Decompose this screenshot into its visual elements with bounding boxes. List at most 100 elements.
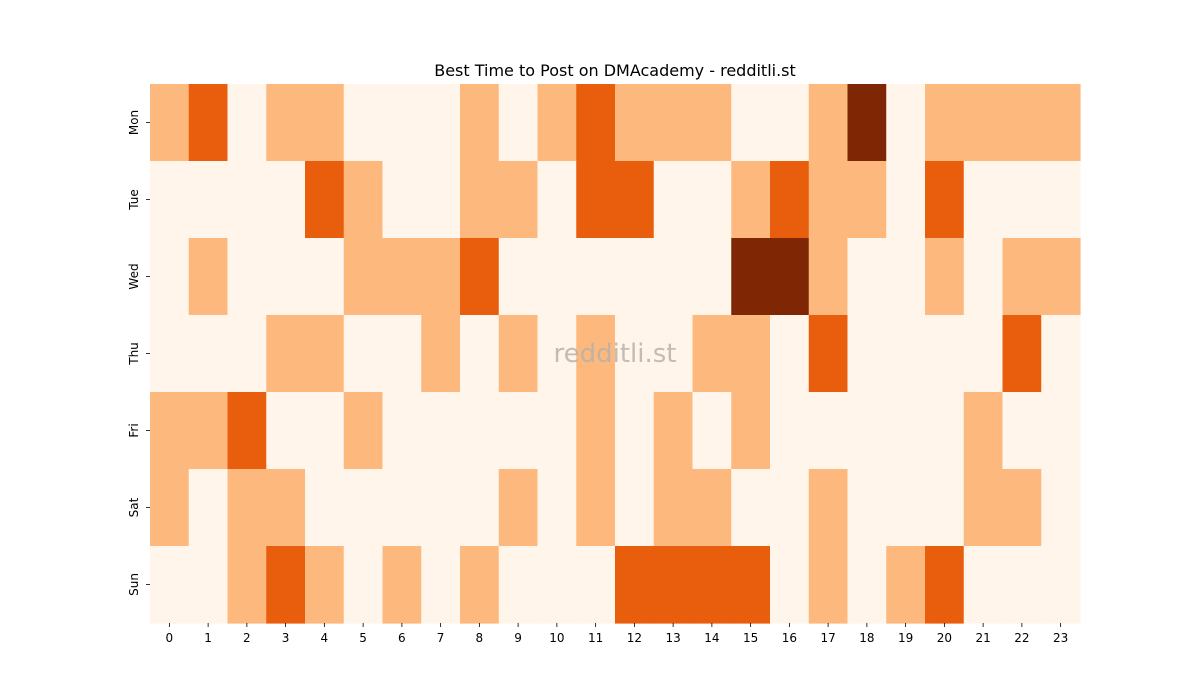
- heatmap-cell-Mon-8: [460, 84, 500, 162]
- heatmap-cell-Wed-22: [1002, 238, 1042, 316]
- heatmap-cell-Sun-6: [382, 546, 422, 624]
- y-axis-ticks: Mon Tue Wed Thu Fri Sat Sun: [127, 110, 150, 596]
- x-tick-label: 1: [204, 631, 212, 645]
- heatmap-cell-Fri-20: [925, 392, 965, 470]
- heatmap-cell-Thu-20: [925, 315, 965, 393]
- heatmap-cell-Sat-4: [305, 469, 345, 547]
- x-tick-label: 11: [588, 631, 603, 645]
- x-tick-label: 21: [975, 631, 990, 645]
- y-tick-label: Wed: [127, 263, 141, 289]
- heatmap-cell-Wed-9: [498, 238, 539, 316]
- heatmap-cell-Tue-4: [305, 161, 345, 239]
- heatmap-cell-Sun-12: [615, 546, 655, 624]
- heatmap-cell-Mon-2: [227, 84, 267, 162]
- heatmap-cell-Tue-17: [808, 161, 849, 239]
- heatmap-cell-Fri-5: [343, 392, 384, 470]
- heatmap-cell-Tue-15: [731, 161, 771, 239]
- heatmap-cell-Sun-0: [150, 546, 190, 624]
- y-tick-label: Sat: [127, 497, 141, 517]
- heatmap-cell-Thu-15: [731, 315, 771, 393]
- heatmap-cell-Mon-0: [150, 84, 190, 162]
- y-tick-label: Thu: [127, 342, 141, 366]
- heatmap-cell-Sun-21: [963, 546, 1004, 624]
- heatmap-cell-Wed-18: [847, 238, 887, 316]
- heatmap-cell-Wed-12: [615, 238, 655, 316]
- heatmap-cell-Sun-7: [421, 546, 461, 624]
- heatmap-cell-Tue-12: [615, 161, 655, 239]
- heatmap-cell-Thu-16: [770, 315, 810, 393]
- heatmap-cell-Wed-2: [227, 238, 267, 316]
- y-tick-label: Tue: [127, 189, 141, 211]
- heatmap-cell-Mon-16: [770, 84, 810, 162]
- x-tick-label: 0: [166, 631, 174, 645]
- x-tick-label: 2: [243, 631, 251, 645]
- heatmap-cell-Sun-8: [460, 546, 500, 624]
- heatmap-cell-Wed-5: [343, 238, 384, 316]
- heatmap-cell-Sat-18: [847, 469, 887, 547]
- heatmap-cell-Tue-14: [692, 161, 732, 239]
- heatmap-cell-Mon-13: [653, 84, 694, 162]
- x-tick-label: 19: [898, 631, 913, 645]
- heatmap-cell-Sat-1: [188, 469, 229, 547]
- heatmap-cell-Tue-8: [460, 161, 500, 239]
- heatmap-cell-Sat-5: [343, 469, 384, 547]
- x-tick-label: 8: [476, 631, 484, 645]
- heatmap-cell-Fri-1: [188, 392, 229, 470]
- x-tick-label: 4: [321, 631, 329, 645]
- heatmap-cell-Sun-19: [886, 546, 926, 624]
- heatmap-cell-Sun-17: [808, 546, 849, 624]
- heatmap-cell-Fri-19: [886, 392, 926, 470]
- x-tick-label: 10: [549, 631, 564, 645]
- heatmap-cell-Mon-21: [963, 84, 1004, 162]
- heatmap-cell-Sat-6: [382, 469, 422, 547]
- heatmap-cell-Sat-13: [653, 469, 694, 547]
- heatmap-cell-Tue-18: [847, 161, 887, 239]
- heatmap-cell-Sun-5: [343, 546, 384, 624]
- heatmap-cell-Tue-2: [227, 161, 267, 239]
- x-tick-label: 23: [1053, 631, 1068, 645]
- heatmap-cell-Sat-19: [886, 469, 926, 547]
- heatmap-cell-Sun-16: [770, 546, 810, 624]
- heatmap-cell-Wed-1: [188, 238, 229, 316]
- x-tick-label: 22: [1014, 631, 1029, 645]
- heatmap-cell-Fri-15: [731, 392, 771, 470]
- heatmap-cell-Mon-14: [692, 84, 732, 162]
- heatmap-cell-Tue-23: [1041, 161, 1081, 239]
- heatmap-cell-Mon-17: [808, 84, 849, 162]
- heatmap-cell-Sun-10: [537, 546, 577, 624]
- heatmap-cell-Tue-1: [188, 161, 229, 239]
- heatmap-cell-Wed-19: [886, 238, 926, 316]
- heatmap-cell-Mon-11: [576, 84, 616, 162]
- heatmap-cell-Sun-4: [305, 546, 345, 624]
- heatmap-cell-Mon-1: [188, 84, 229, 162]
- heatmap-cell-Wed-11: [576, 238, 616, 316]
- heatmap-cell-Sat-12: [615, 469, 655, 547]
- heatmap-cell-Thu-17: [808, 315, 849, 393]
- y-tick-label: Sun: [127, 573, 141, 596]
- heatmap-cell-Mon-4: [305, 84, 345, 162]
- x-tick-label: 18: [859, 631, 874, 645]
- heatmap-cell-Thu-8: [460, 315, 500, 393]
- heatmap-cell-Fri-12: [615, 392, 655, 470]
- heatmap-cell-Tue-11: [576, 161, 616, 239]
- heatmap-cell-Wed-13: [653, 238, 694, 316]
- x-tick-label: 15: [743, 631, 758, 645]
- heatmap-cell-Sun-22: [1002, 546, 1042, 624]
- heatmap-cell-Thu-19: [886, 315, 926, 393]
- x-tick-label: 17: [820, 631, 835, 645]
- heatmap-cell-Sun-20: [925, 546, 965, 624]
- heatmap-cells: [150, 84, 1081, 624]
- heatmap-cell-Wed-21: [963, 238, 1004, 316]
- heatmap-cell-Thu-6: [382, 315, 422, 393]
- heatmap-cell-Wed-0: [150, 238, 190, 316]
- heatmap-cell-Sun-11: [576, 546, 616, 624]
- heatmap-cell-Thu-21: [963, 315, 1004, 393]
- heatmap-cell-Mon-5: [343, 84, 384, 162]
- heatmap-cell-Sat-2: [227, 469, 267, 547]
- chart-title: Best Time to Post on DMAcademy - redditl…: [434, 61, 796, 80]
- heatmap-cell-Fri-4: [305, 392, 345, 470]
- heatmap-cell-Thu-3: [266, 315, 306, 393]
- heatmap-cell-Wed-4: [305, 238, 345, 316]
- heatmap-cell-Sat-15: [731, 469, 771, 547]
